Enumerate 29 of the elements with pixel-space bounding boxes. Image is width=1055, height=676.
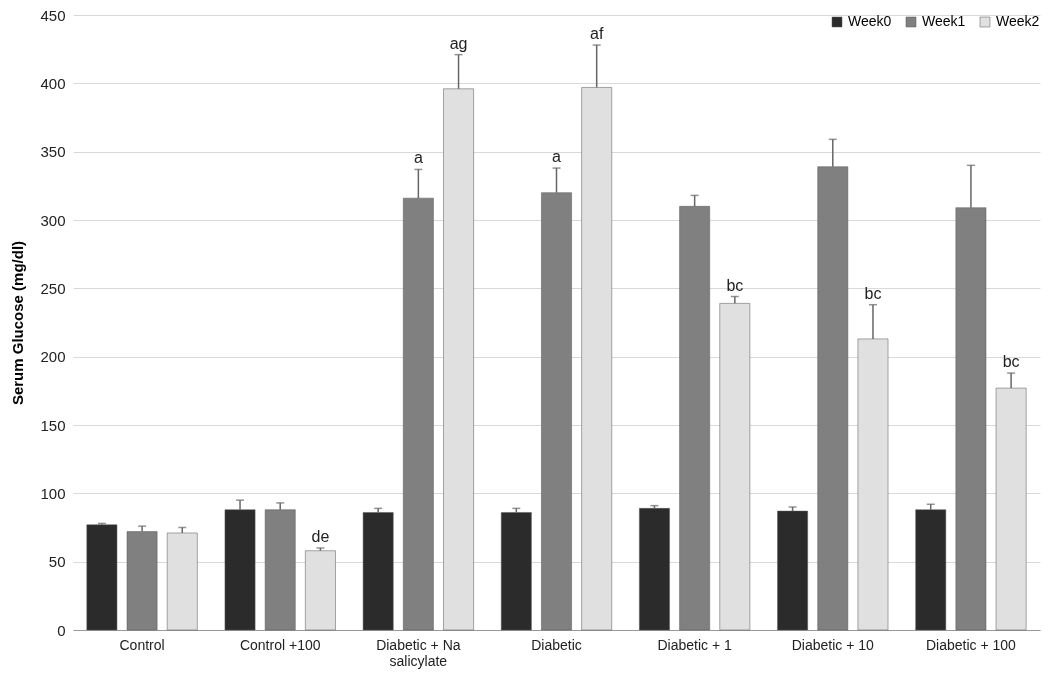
data-label: ag — [449, 34, 468, 52]
x-tick-label: Diabetic + 100 — [925, 636, 1017, 653]
x-tick-label: Control — [119, 636, 165, 653]
x-tick-label: Diabetic + 1 — [657, 636, 733, 653]
y-tick-label: 450 — [40, 6, 66, 24]
x-tick-label: Diabetic + 10 — [791, 636, 875, 653]
x-tick-label: Diabetic + Na salicylate — [376, 636, 461, 669]
data-label: a — [552, 148, 562, 166]
y-tick-label: 300 — [40, 211, 66, 229]
y-tick-label: 250 — [40, 279, 66, 297]
y-tick-label: 400 — [40, 74, 66, 92]
y-tick-label: 50 — [48, 553, 66, 571]
data-label: af — [590, 25, 604, 43]
legend-label: Week1 — [922, 13, 966, 29]
legend-label: Week0 — [848, 13, 892, 29]
data-label: bc — [1002, 353, 1020, 371]
data-label: de — [311, 528, 330, 545]
y-tick-label: 350 — [40, 143, 66, 161]
data-label: bc — [726, 276, 744, 294]
y-axis-title: Serum Glucose (mg/dl) — [9, 240, 27, 406]
y-tick-label: 100 — [40, 484, 66, 502]
data-label: a — [413, 149, 423, 167]
legend-label: Week2 — [996, 13, 1040, 29]
y-tick-label: 150 — [40, 416, 66, 434]
y-tick-label: 0 — [57, 621, 66, 639]
x-tick-label: Diabetic — [531, 636, 582, 653]
x-tick-label: Control +100 — [239, 636, 321, 653]
y-tick-label: 200 — [40, 348, 66, 366]
data-label: bc — [864, 284, 882, 302]
